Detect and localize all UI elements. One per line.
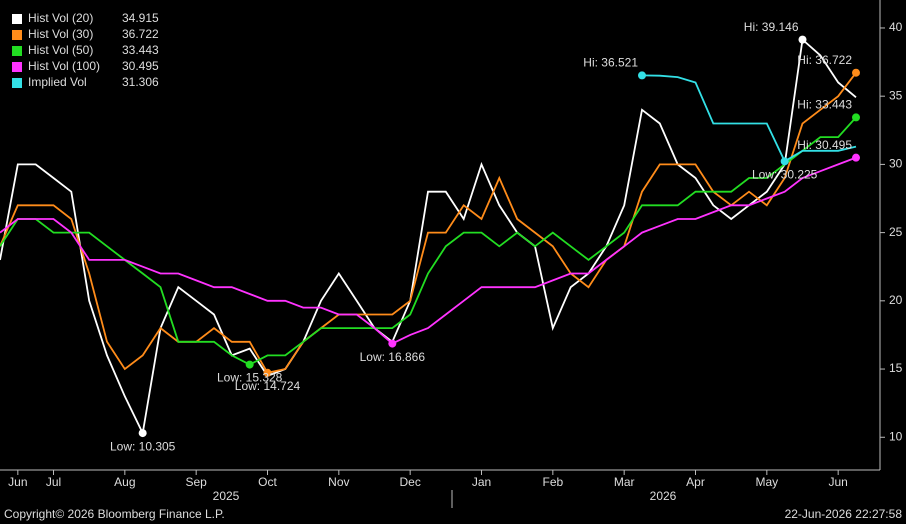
y-tick-label: 25 <box>889 225 903 239</box>
y-tick-label: 35 <box>889 88 903 102</box>
extreme-point <box>780 157 789 166</box>
extreme-label: Hi: 33.443 <box>797 98 852 112</box>
legend-label: Hist Vol (100) <box>28 59 100 73</box>
legend-value: 33.443 <box>122 43 159 57</box>
x-tick-label: Jan <box>472 475 491 489</box>
extreme-point <box>138 429 147 438</box>
year-label: 2026 <box>650 489 677 503</box>
y-tick-label: 10 <box>889 429 903 443</box>
x-tick-label: Nov <box>328 475 349 489</box>
legend-label: Hist Vol (50) <box>28 43 93 57</box>
legend-swatch <box>12 14 22 24</box>
extreme-point <box>798 35 807 44</box>
x-tick-label: Dec <box>399 475 420 489</box>
legend-label: Hist Vol (30) <box>28 27 93 41</box>
extreme-point <box>245 360 254 369</box>
y-tick-label: 40 <box>889 20 903 34</box>
x-tick-label: Mar <box>614 475 635 489</box>
extreme-label: Hi: 30.495 <box>797 138 852 152</box>
extreme-point <box>852 68 860 77</box>
legend-swatch <box>12 62 22 72</box>
extreme-label: Hi: 36.722 <box>797 53 852 67</box>
extreme-label: Low: 14.724 <box>235 379 301 393</box>
x-tick-label: Jul <box>46 475 61 489</box>
y-tick-label: 20 <box>889 293 903 307</box>
x-tick-label: Jun <box>828 475 847 489</box>
extreme-label: Hi: 39.146 <box>744 20 799 34</box>
extreme-label: Low: 30.225 <box>752 167 818 181</box>
timestamp: 22-Jun-2026 22:27:58 <box>785 507 903 521</box>
year-label: 2025 <box>213 489 240 503</box>
x-tick-label: May <box>755 475 778 489</box>
series-line <box>0 116 857 366</box>
extreme-label: Low: 16.866 <box>360 350 426 364</box>
copyright: Copyright© 2026 Bloomberg Finance L.P. <box>4 507 225 521</box>
legend-label: Hist Vol (20) <box>28 11 93 25</box>
legend-swatch <box>12 30 22 40</box>
x-tick-label: Sep <box>185 475 207 489</box>
legend-value: 31.306 <box>122 75 159 89</box>
series-line <box>641 74 857 163</box>
extreme-point <box>388 339 397 348</box>
x-tick-label: Jun <box>8 475 27 489</box>
legend-value: 36.722 <box>122 27 159 41</box>
legend-swatch <box>12 46 22 56</box>
extreme-label: Low: 10.305 <box>110 439 176 453</box>
y-tick-label: 30 <box>889 157 903 171</box>
x-tick-label: Apr <box>686 475 705 489</box>
x-tick-label: Oct <box>258 475 277 489</box>
legend-value: 34.915 <box>122 11 159 25</box>
extreme-label: Low: 15.328 <box>217 371 283 385</box>
extreme-label: Hi: 36.521 <box>583 56 638 70</box>
extreme-point <box>263 368 272 377</box>
x-tick-label: Aug <box>114 475 135 489</box>
extreme-point <box>852 113 860 122</box>
extreme-point <box>638 71 646 80</box>
legend-value: 30.495 <box>122 59 159 73</box>
legend: Hist Vol (20) 34.915 Hist Vol (30) 36.722 Hi… <box>4 10 164 92</box>
legend-background <box>4 10 164 92</box>
x-tick-label: Feb <box>542 475 563 489</box>
y-tick-label: 15 <box>889 361 903 375</box>
legend-swatch <box>12 78 22 88</box>
extreme-point <box>852 153 860 162</box>
series-line <box>0 156 857 345</box>
legend-label: Implied Vol <box>28 75 87 89</box>
